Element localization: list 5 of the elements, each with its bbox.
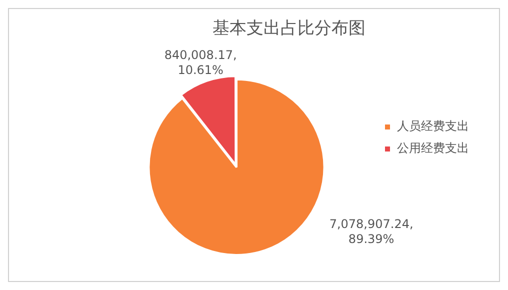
data-label: 840,008.17, 10.61% — [164, 48, 237, 78]
legend-label: 人员经费支出 — [397, 119, 469, 134]
legend-label: 公用经费支出 — [397, 141, 469, 156]
data-label: 7,078,907.24, 89.39% — [329, 217, 414, 246]
chart-title: 基本支出占比分布图 — [212, 18, 366, 39]
